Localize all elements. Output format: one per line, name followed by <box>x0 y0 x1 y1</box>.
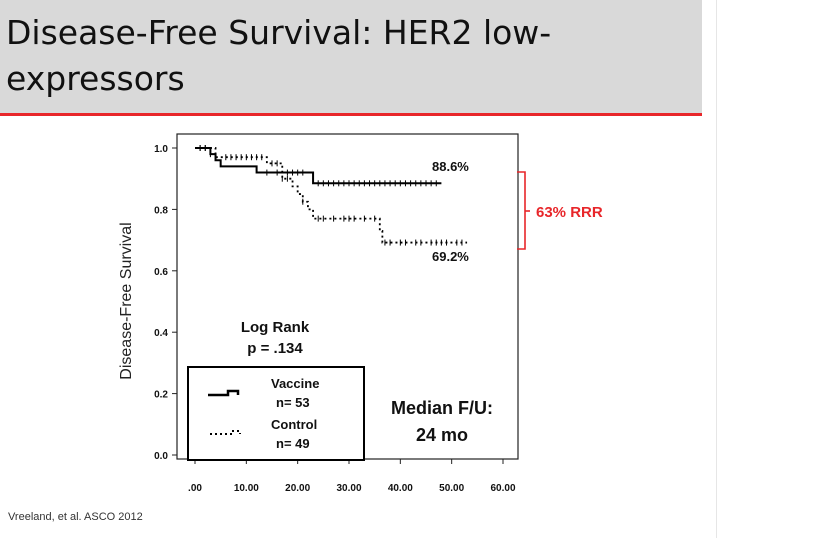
y-tick-label: 0.2 <box>154 390 168 401</box>
x-tick-label: 30.00 <box>336 483 361 494</box>
median-fu-value: 24 mo <box>416 425 468 445</box>
slide: Disease-Free Survival: HER2 low-expresso… <box>0 0 702 523</box>
slide-title: Disease-Free Survival: HER2 low-expresso… <box>6 13 552 98</box>
y-tick-label: 0.6 <box>154 267 168 278</box>
legend-vaccine-swatch <box>208 389 240 397</box>
series-group <box>195 145 468 246</box>
x-tick-label: 10.00 <box>234 483 259 494</box>
x-tick-label: 40.00 <box>388 483 413 494</box>
legend: Vaccine n= 53 Control n= 49 <box>187 366 365 461</box>
citation: Vreeland, et al. ASCO 2012 <box>8 511 143 523</box>
right-panel-divider <box>716 0 717 538</box>
legend-vaccine-n: n= 53 <box>276 395 310 410</box>
x-tick-label: 20.00 <box>285 483 310 494</box>
title-divider <box>0 113 702 116</box>
x-tick-label: .00 <box>188 483 202 494</box>
y-tick-label: 0.8 <box>154 205 168 216</box>
y-tick-label: 0.4 <box>154 328 168 339</box>
log-rank-label: Log Rank <box>241 319 310 336</box>
median-fu-label: Median F/U: <box>391 398 493 418</box>
legend-vaccine-name: Vaccine <box>271 376 319 391</box>
legend-control-swatch <box>210 430 241 435</box>
y-tick-label: 1.0 <box>154 144 168 155</box>
control-end-label: 69.2% <box>432 249 469 264</box>
title-band: Disease-Free Survival: HER2 low-expresso… <box>0 0 702 113</box>
survival-chart: 0.0 0.2 0.4 0.6 0.8 1.0 .00 10.00 20.00 30.00 40.0… <box>118 133 603 494</box>
y-axis-label: Disease-Free Survival <box>118 222 135 379</box>
rrr-label: 63% RRR <box>536 204 603 221</box>
legend-control-n: n= 49 <box>276 436 310 451</box>
vaccine-end-label: 88.6% <box>432 159 469 174</box>
p-value: p = .134 <box>247 340 303 357</box>
y-tick-label: 0.0 <box>154 451 168 462</box>
control-curve <box>195 147 468 244</box>
legend-control-name: Control <box>271 417 317 432</box>
x-tick-label: 50.00 <box>439 483 464 494</box>
x-tick-label: 60.00 <box>490 483 515 494</box>
legend-box <box>187 366 365 461</box>
